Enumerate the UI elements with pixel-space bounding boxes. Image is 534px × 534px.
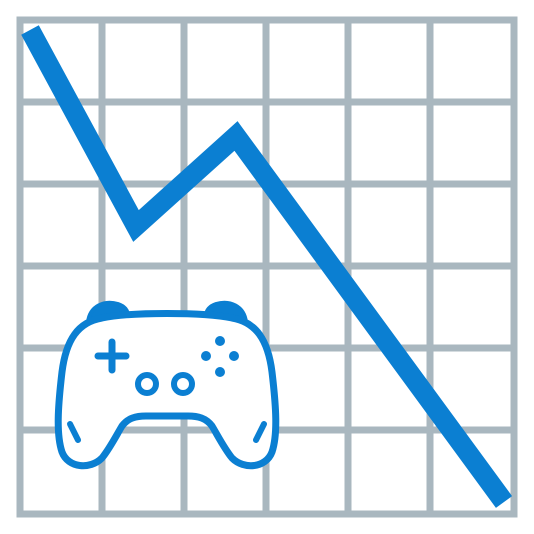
face-button-icon (215, 367, 225, 377)
face-button-icon (201, 351, 211, 361)
face-button-icon (215, 336, 225, 346)
game-controller-icon (54, 300, 280, 470)
downward-trend-line-icon (21, 25, 513, 508)
left-grip-accent (67, 421, 81, 443)
controller-body (54, 310, 280, 470)
select-button-icon (135, 372, 159, 396)
right-grip-accent (253, 421, 267, 443)
face-button-icon (229, 351, 239, 361)
start-button-icon (171, 372, 195, 396)
